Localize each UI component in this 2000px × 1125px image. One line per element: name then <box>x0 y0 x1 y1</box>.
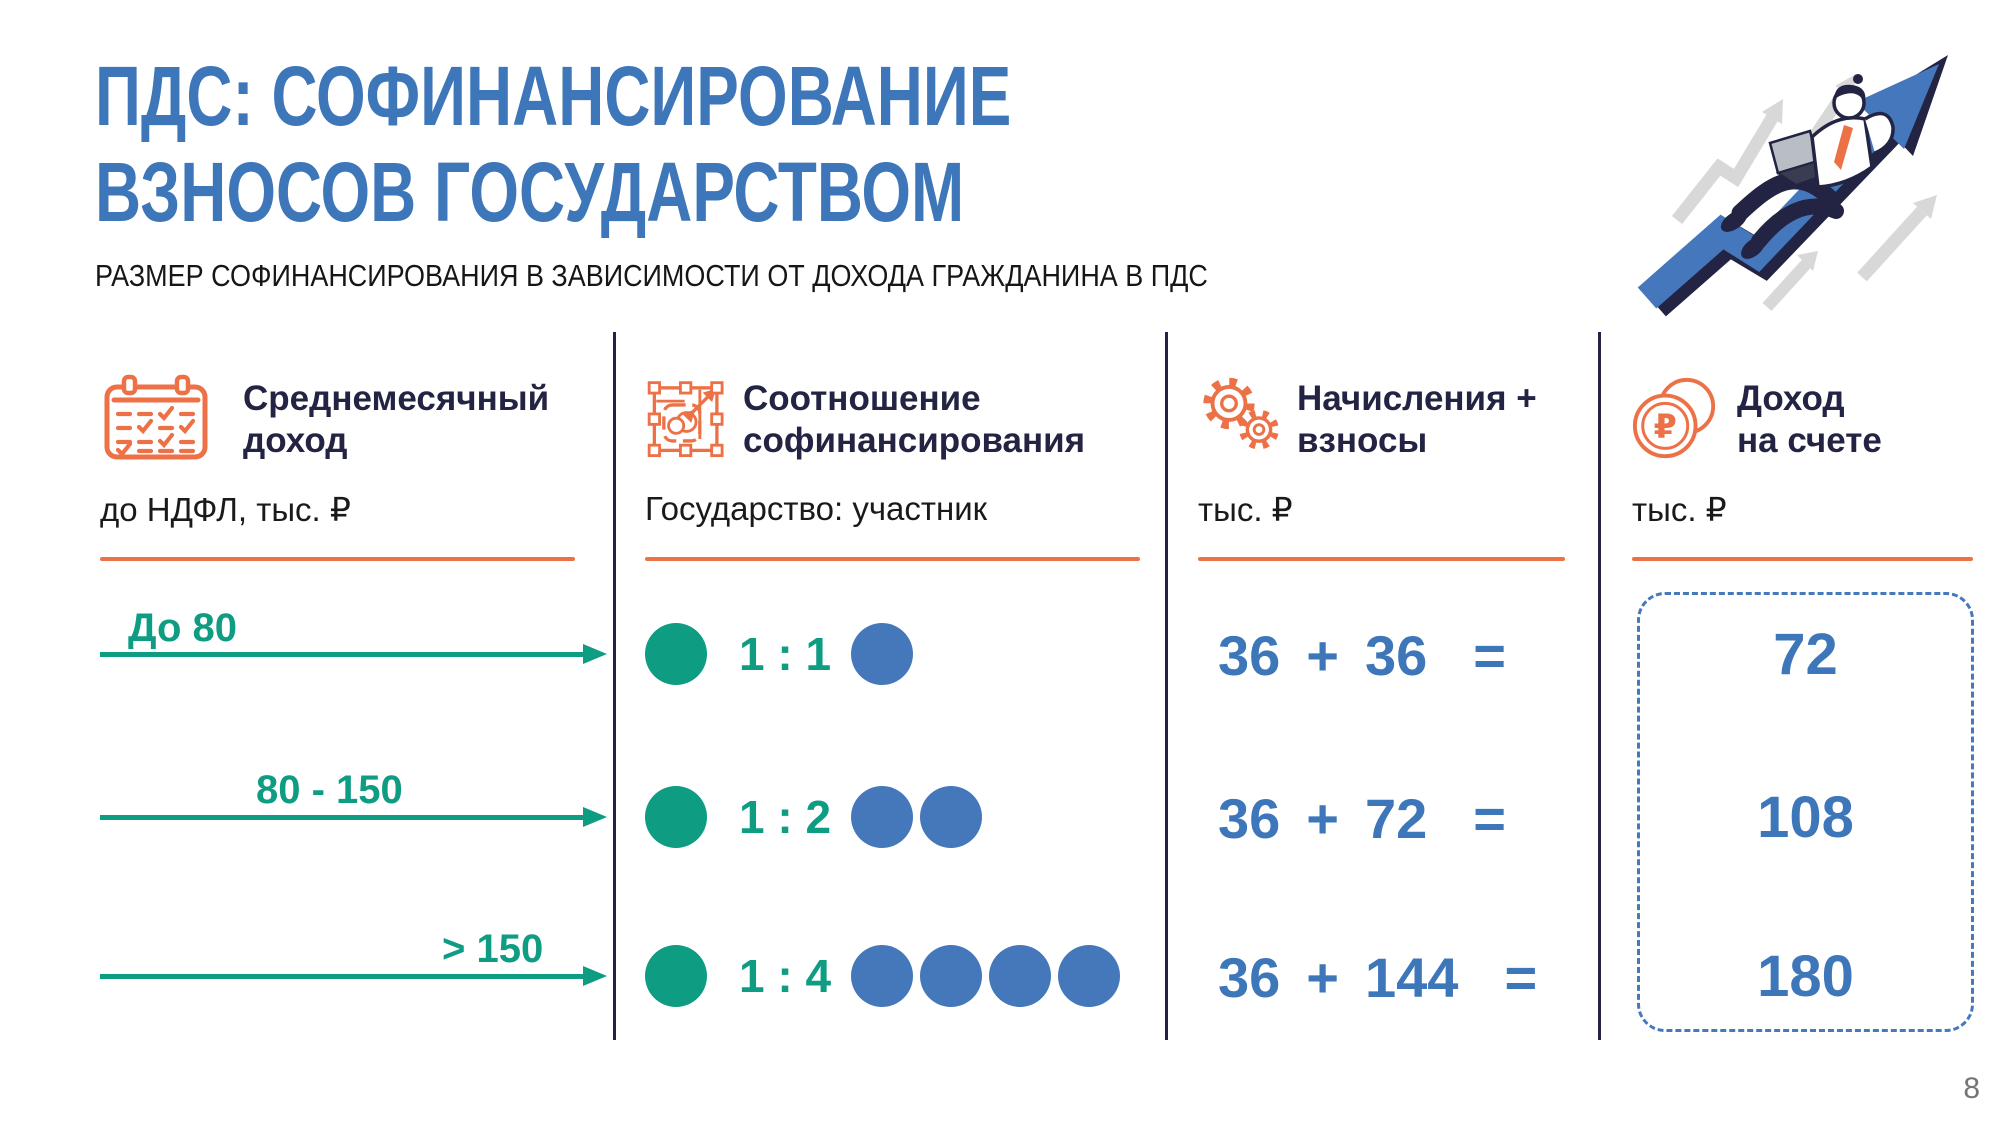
column-ratio-title-line2: софинансирования <box>743 421 1086 460</box>
account-totals-box <box>1637 592 1974 1032</box>
participant-circle <box>989 945 1051 1007</box>
cofinancing-value: 36 <box>1365 623 1428 687</box>
cofinancing-value: 144 <box>1365 945 1459 1009</box>
divider-2 <box>1165 332 1168 1040</box>
contribution-value: 36 <box>1218 945 1281 1009</box>
ratio-label-row3: 1 : 4 <box>739 950 832 1002</box>
column-ratio-unit: Государство: участник <box>645 490 988 527</box>
equation-row3: 36 + 144 = <box>1218 945 1538 1009</box>
ratio-row3: 1 : 4 <box>645 945 1120 1007</box>
participant-circle <box>851 623 913 685</box>
arrow-head <box>583 966 607 986</box>
equation-row1: 36 + 36 = <box>1218 623 1506 687</box>
equals-sign: = <box>1504 945 1538 1009</box>
column-ratio-title-line1: Соотношение <box>743 379 981 418</box>
participant-circle <box>851 786 913 848</box>
account-total-row2: 108 <box>1757 785 1854 850</box>
income-range-row2: 80 - 150 <box>256 768 403 812</box>
contribution-value: 36 <box>1218 786 1281 850</box>
plus-sign: + <box>1306 786 1339 850</box>
column-ratio-title: Соотношение софинансирования <box>743 378 1085 462</box>
column-income-title-line2: доход <box>243 421 348 460</box>
ratio-row1: 1 : 1 <box>645 623 913 685</box>
income-arrow-row1 <box>100 644 607 664</box>
column-account-title-line1: Доход <box>1737 379 1845 418</box>
ratio-label-row2: 1 : 2 <box>739 791 832 843</box>
arrow-shaft <box>100 652 584 657</box>
calendar-icon <box>104 374 208 460</box>
cofinancing-value: 72 <box>1365 786 1428 850</box>
participant-circle <box>1058 945 1120 1007</box>
income-range-row1: До 80 <box>128 606 238 650</box>
equals-sign: = <box>1473 623 1506 687</box>
page-subtitle: РАЗМЕР СОФИНАНСИРОВАНИЯ В ЗАВИСИМОСТИ ОТ… <box>95 258 1208 293</box>
column-account-title-line2: на счете <box>1737 421 1882 460</box>
state-circle <box>645 945 707 1007</box>
column-contributions-unit: тыс. ₽ <box>1198 491 1293 528</box>
column-contributions-title: Начисления + взносы <box>1297 378 1537 462</box>
participant-circles-row1 <box>851 623 913 685</box>
column-income-title-line1: Среднемесячный <box>243 379 550 418</box>
income-arrow-row2 <box>100 807 607 827</box>
participant-circle <box>920 786 982 848</box>
gears-icon <box>1203 377 1279 450</box>
title-line1: ПДС: СОФИНАНСИРОВАНИЕ <box>95 49 1012 143</box>
contribution-value: 36 <box>1218 623 1281 687</box>
participant-circle <box>920 945 982 1007</box>
account-total-row1: 72 <box>1773 622 1838 687</box>
participant-circle <box>851 945 913 1007</box>
equals-sign: = <box>1473 786 1506 850</box>
growth-arrow-illustration <box>1637 55 1948 317</box>
account-total-row3: 180 <box>1757 944 1854 1009</box>
column-ratio-underline <box>645 557 1140 561</box>
state-circle <box>645 786 707 848</box>
plus-sign: + <box>1306 945 1339 1009</box>
column-contributions-title-line1: Начисления + <box>1297 379 1537 418</box>
column-account-unit: тыс. ₽ <box>1632 491 1727 528</box>
income-range-row3: > 150 <box>442 927 544 971</box>
participant-circles-row3 <box>851 945 1120 1007</box>
reclining-person <box>1720 74 1895 259</box>
plus-sign: + <box>1306 623 1339 687</box>
svg-text:₽: ₽ <box>1654 407 1677 446</box>
divider-3 <box>1598 332 1601 1040</box>
column-contributions-underline <box>1198 557 1565 561</box>
ratio-label-row1: 1 : 1 <box>739 628 832 680</box>
page-number: 8 <box>1963 1072 1980 1105</box>
divider-1 <box>613 332 616 1040</box>
equation-row2: 36 + 72 = <box>1218 786 1506 850</box>
arrow-head <box>583 807 607 827</box>
column-income-underline <box>100 557 575 561</box>
arrow-head <box>583 644 607 664</box>
arrow-shaft <box>100 974 584 979</box>
column-account-underline <box>1632 557 1973 561</box>
ruble-coins-icon: ₽ <box>1632 377 1716 459</box>
page-title: ПДС: СОФИНАНСИРОВАНИЕ ВЗНОСОВ ГОСУДАРСТВ… <box>95 48 1301 240</box>
column-income-title: Среднемесячный доход <box>243 378 549 462</box>
state-circle <box>645 623 707 685</box>
column-contributions-title-line2: взносы <box>1297 421 1428 460</box>
income-arrow-row3 <box>100 966 607 986</box>
column-account-title: Доход на счете <box>1737 378 1882 462</box>
ratio-row2: 1 : 2 <box>645 786 982 848</box>
tie <box>1834 125 1853 170</box>
title-line2: ВЗНОСОВ ГОСУДАРСТВОМ <box>95 145 965 239</box>
selection-frame-icon <box>647 381 724 458</box>
participant-circles-row2 <box>851 786 982 848</box>
column-income-unit: до НДФЛ, тыс. ₽ <box>100 491 351 528</box>
arrow-shaft <box>100 815 584 820</box>
